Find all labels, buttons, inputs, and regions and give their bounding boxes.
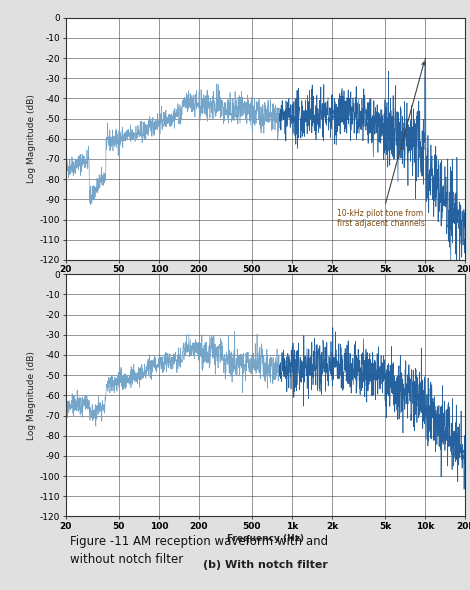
Text: Figure -11 AM reception waveform with and
without notch filter: Figure -11 AM reception waveform with an… xyxy=(70,535,328,566)
Y-axis label: Log Magnitude (dB): Log Magnitude (dB) xyxy=(27,351,36,440)
X-axis label: Frequency (Hz): Frequency (Hz) xyxy=(227,277,304,286)
Y-axis label: Log Magnitude (dB): Log Magnitude (dB) xyxy=(27,94,36,183)
Text: 10-kHz pilot tone from
first adjacent channels: 10-kHz pilot tone from first adjacent ch… xyxy=(337,62,425,228)
Text: (a) Without notch filter: (a) Without notch filter xyxy=(193,303,338,313)
X-axis label: Frequency (Hz): Frequency (Hz) xyxy=(227,534,304,543)
Text: (b) With notch filter: (b) With notch filter xyxy=(203,560,328,570)
